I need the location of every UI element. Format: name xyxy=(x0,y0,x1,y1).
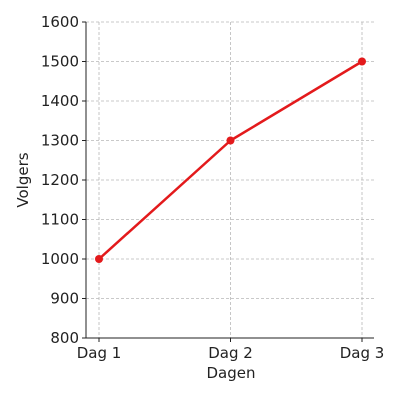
y-axis-title: Volgers xyxy=(14,152,32,207)
x-tick-label: Dag 3 xyxy=(340,344,385,362)
y-tick-label: 1000 xyxy=(41,250,79,268)
y-tick-label: 1100 xyxy=(41,211,79,229)
y-tick-label: 1400 xyxy=(41,92,79,110)
series xyxy=(95,57,366,263)
x-tick-label: Dag 2 xyxy=(208,344,253,362)
y-tick-label: 1300 xyxy=(41,132,79,150)
data-point xyxy=(226,136,235,145)
axes xyxy=(85,22,374,339)
grid xyxy=(86,21,374,339)
x-axis-title: Dagen xyxy=(207,364,256,382)
y-tick-label: 900 xyxy=(50,290,79,308)
data-point xyxy=(358,57,366,66)
data-point xyxy=(95,255,103,263)
ticks: 800 900 1000 1100 1200 1300 1400 1500 1600 Dag 1 D… xyxy=(41,13,384,362)
y-tick-label: 800 xyxy=(50,329,79,347)
y-tick-label: 1600 xyxy=(41,13,79,31)
y-tick-label: 1200 xyxy=(41,171,79,189)
y-tick-label: 1500 xyxy=(41,53,79,71)
x-tick-label: Dag 1 xyxy=(77,344,122,362)
